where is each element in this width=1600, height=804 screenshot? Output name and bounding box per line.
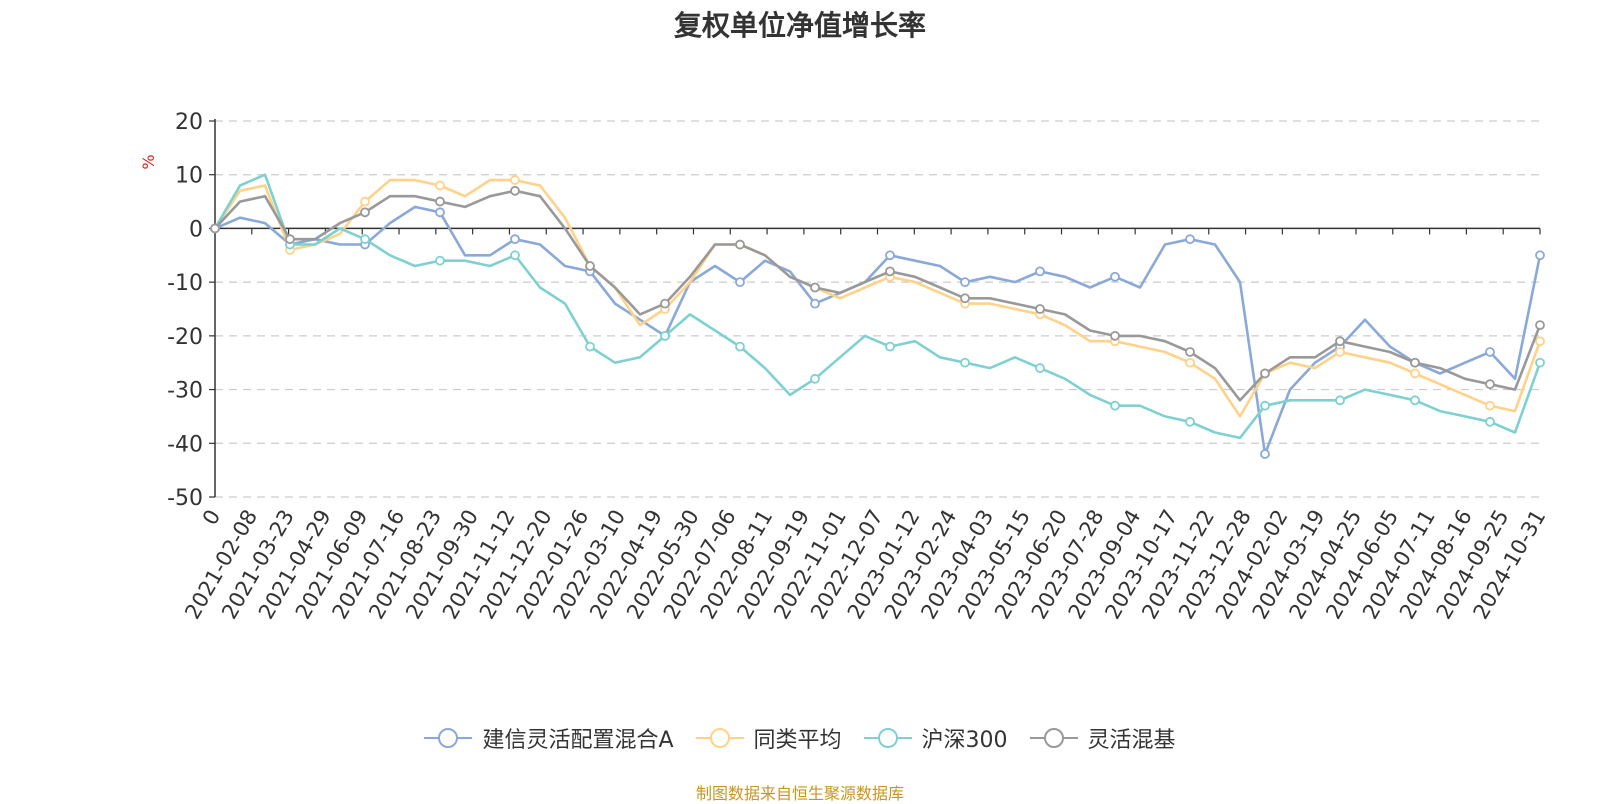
axis-layer: 20100-10-20-30-40-5002021-02-082021-03-2…	[167, 110, 1550, 623]
data-point	[435, 255, 445, 266]
legend-item[interactable]: 灵活混基	[1029, 722, 1176, 754]
data-point	[810, 282, 820, 293]
data-point	[735, 239, 745, 250]
data-point	[735, 277, 745, 288]
legend-item[interactable]: 同类平均	[695, 722, 842, 754]
data-point	[1110, 271, 1120, 282]
data-point	[960, 293, 970, 304]
data-point	[435, 180, 445, 191]
data-point	[1260, 400, 1270, 411]
legend-line-circle-icon	[424, 728, 473, 748]
legend-line-circle-icon	[863, 728, 912, 748]
data-point	[810, 298, 820, 309]
data-point	[1035, 266, 1045, 277]
series-line	[213, 178, 1542, 418]
source-note: 制图数据来自恒生聚源数据库	[695, 784, 904, 803]
data-point	[1110, 330, 1120, 341]
grid-layer	[215, 120, 1540, 498]
legend-label: 沪深300	[921, 728, 1008, 753]
data-point	[660, 298, 670, 309]
legend-label: 建信灵活配置混合A	[482, 728, 674, 753]
data-point	[885, 266, 895, 277]
data-point	[1535, 336, 1545, 347]
data-point	[435, 196, 445, 207]
data-point	[735, 341, 745, 352]
data-point	[1410, 395, 1420, 406]
y-axis-label: %	[139, 154, 158, 169]
data-point	[1335, 347, 1345, 357]
legend-line-circle-icon	[1029, 728, 1078, 748]
data-point	[1260, 449, 1270, 459]
data-point	[960, 277, 970, 288]
data-point	[1485, 416, 1495, 427]
data-point	[1410, 368, 1420, 379]
data-point	[585, 341, 595, 352]
data-point	[1185, 234, 1195, 245]
y-tick-label: -40	[167, 432, 203, 457]
data-point	[1485, 347, 1495, 357]
data-point	[1185, 357, 1195, 368]
data-point	[660, 330, 670, 341]
series-line	[214, 205, 1542, 456]
data-point	[885, 341, 895, 352]
legend-label: 灵活混基	[1087, 728, 1176, 753]
legend: 建信灵活配置混合A 同类平均 沪深300 灵活混基	[0, 722, 1600, 754]
data-point	[285, 234, 295, 245]
line-chart: 20100-10-20-30-40-5002021-02-082021-03-2…	[139, 110, 1550, 623]
y-tick-label: 0	[189, 217, 203, 242]
legend-item[interactable]: 建信灵活配置混合A	[424, 722, 674, 754]
data-point	[810, 373, 820, 384]
y-tick-label: -20	[167, 325, 203, 350]
data-point	[1485, 379, 1495, 390]
data-point	[1185, 347, 1195, 357]
data-point	[360, 234, 370, 245]
legend-item[interactable]: 沪深300	[863, 722, 1008, 754]
y-tick-label: -10	[167, 271, 203, 296]
data-point	[1335, 336, 1345, 347]
data-point	[1535, 320, 1545, 331]
data-point	[360, 196, 370, 207]
series-layer	[210, 173, 1545, 459]
data-point	[885, 250, 895, 261]
data-point	[510, 175, 520, 185]
y-tick-label: -50	[167, 486, 203, 511]
data-point	[435, 207, 445, 218]
data-point	[510, 234, 520, 245]
data-point	[510, 185, 520, 196]
data-point	[1410, 357, 1420, 368]
data-point	[1110, 400, 1120, 411]
data-point	[1485, 400, 1495, 411]
legend-label: 同类平均	[753, 728, 842, 753]
y-tick-label: -30	[167, 379, 203, 404]
y-tick-label: 20	[175, 110, 203, 135]
data-point	[210, 223, 220, 234]
data-point	[1535, 250, 1545, 261]
y-tick-label: 10	[175, 164, 203, 189]
data-point	[1035, 363, 1045, 373]
series-line	[214, 189, 1542, 402]
data-point	[1260, 368, 1270, 379]
data-point	[1035, 304, 1045, 314]
data-point	[1535, 357, 1545, 368]
data-point	[510, 250, 520, 261]
x-tick-label: 0	[198, 506, 225, 530]
chart-title: 复权单位净值增长率	[673, 9, 926, 42]
data-point	[360, 207, 370, 218]
data-point	[960, 357, 970, 368]
data-point	[1335, 395, 1345, 406]
data-point	[585, 261, 595, 271]
legend-line-circle-icon	[695, 728, 744, 748]
data-point	[1185, 416, 1195, 427]
